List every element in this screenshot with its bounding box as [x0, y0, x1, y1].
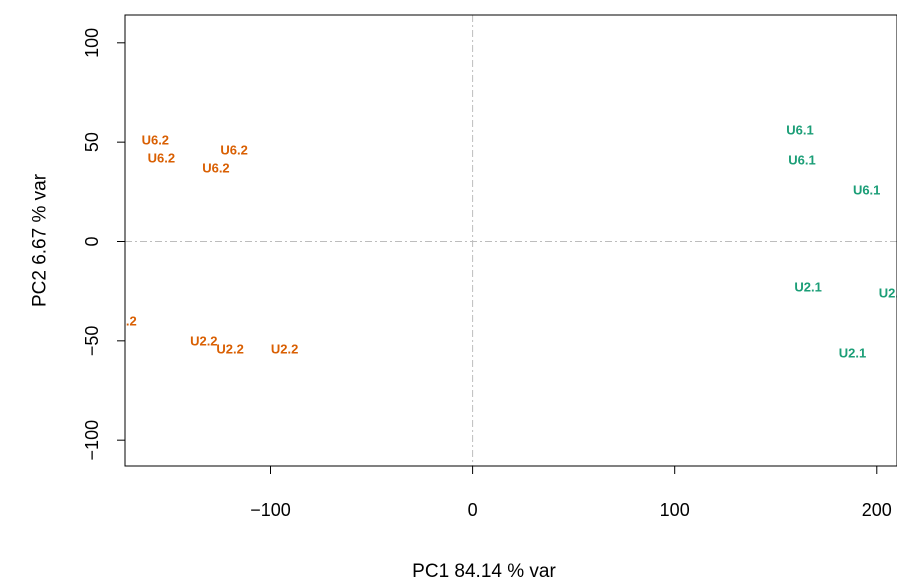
x-tick-label: −100 [250, 500, 291, 520]
point-label: U2.2 [216, 341, 243, 356]
point-label: U6.2 [148, 151, 175, 166]
point-label: U2.2 [271, 341, 298, 356]
point-label: U2.2 [190, 333, 217, 348]
point-label: U6.1 [786, 123, 813, 138]
y-tick-label: −100 [82, 420, 102, 461]
point-label: U6.2 [202, 160, 229, 175]
point-label: U2.1 [839, 345, 866, 360]
y-axis-title: PC2 6.67 % var [30, 173, 51, 307]
y-tick-label: 50 [82, 132, 102, 152]
x-tick-label: 0 [468, 500, 478, 520]
point-label: U6.1 [853, 182, 880, 197]
x-axis: −100 0 100 200 [250, 465, 892, 520]
point-labels: U6.2U6.2U6.2U6.2U2.2U2.2U2.2 U2.2U6.1U6.1… [109, 123, 897, 361]
y-axis: −100 −50 0 50 100 [82, 28, 126, 461]
point-label: U2.2 [109, 313, 136, 328]
point-label: U6.2 [142, 133, 169, 148]
point-label: U2. [879, 286, 897, 301]
x-tick-label: 100 [660, 500, 690, 520]
y-tick-label: 0 [82, 236, 102, 246]
y-tick-label: 100 [82, 28, 102, 58]
point-label: U6.2 [220, 143, 247, 158]
plot-frame [124, 14, 897, 467]
x-axis-title: PC1 84.14 % var [412, 561, 556, 582]
point-label: U2.1 [794, 280, 821, 295]
point-label: U6.1 [788, 153, 815, 168]
reference-lines [125, 15, 897, 466]
y-tick-label: −50 [82, 326, 102, 357]
x-tick-label: 200 [862, 500, 892, 520]
